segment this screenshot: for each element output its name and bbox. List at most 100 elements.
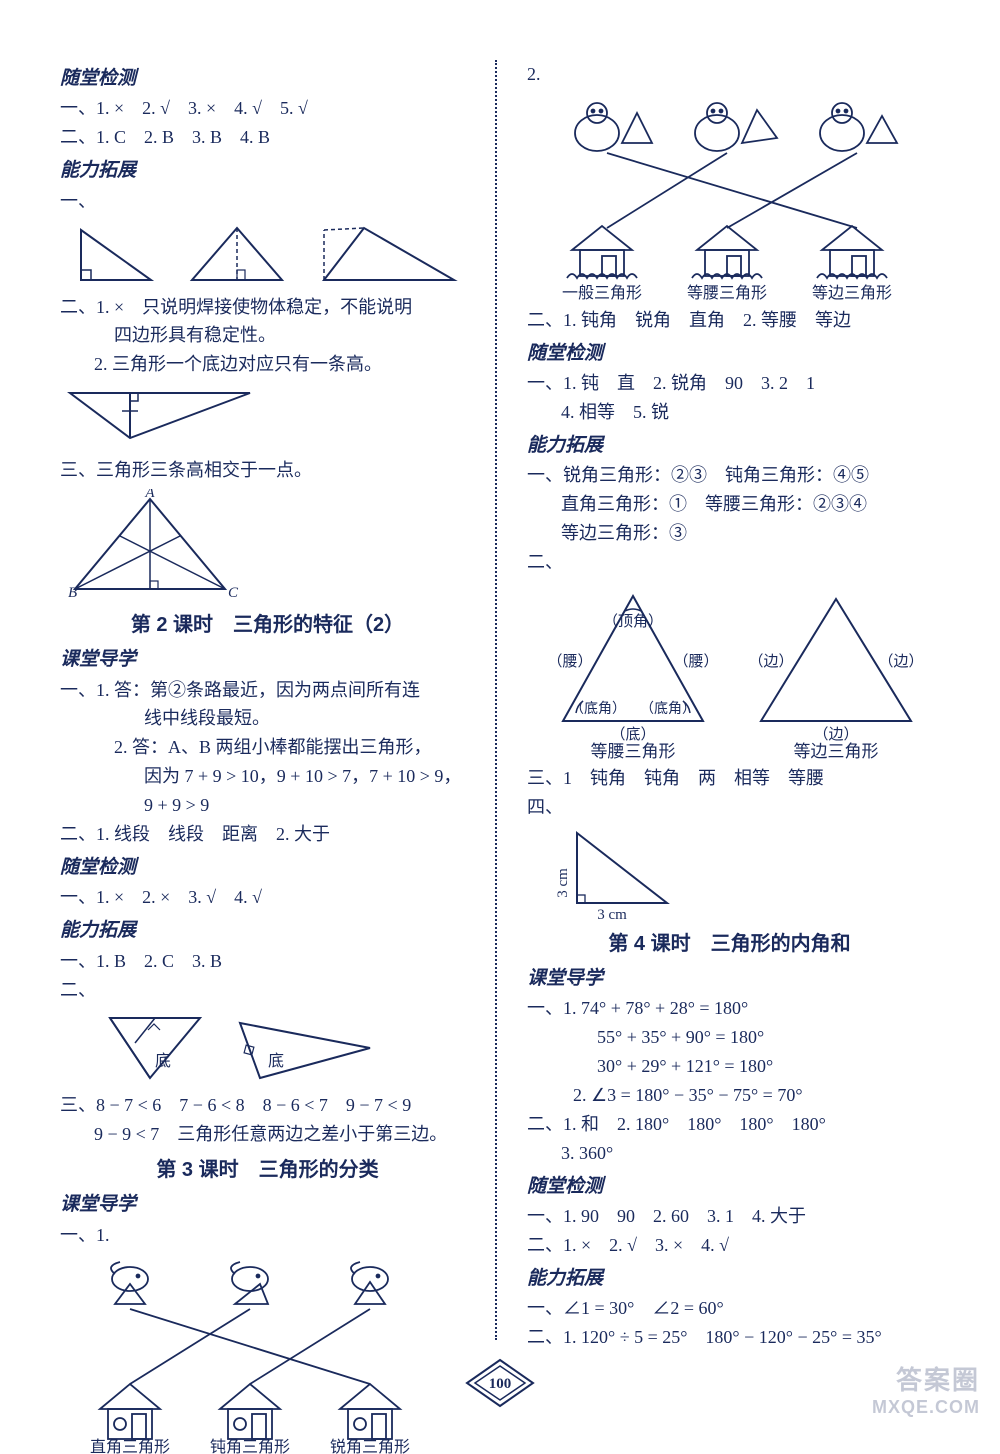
svg-text:B: B: [68, 585, 77, 601]
section-title: 课堂导学: [60, 1190, 475, 1219]
text-line: 四边形具有稳定性。: [60, 322, 475, 350]
watermark-line1: 答案圈: [872, 1360, 980, 1397]
figure-row-bases: 底 底: [60, 1008, 475, 1088]
section-title: 能力拓展: [60, 916, 475, 945]
svg-text:底: 底: [268, 1052, 284, 1070]
text-line: 一、1. 答：第②条路最近，因为两点间所有连: [60, 677, 475, 705]
svg-text:锐角三角形: 锐角三角形: [330, 1438, 410, 1454]
text-line: 一、1. × 2. × 3. √ 4. √: [60, 884, 475, 912]
column-divider: [495, 60, 497, 1340]
triangle-base-1-icon: 底: [100, 1008, 210, 1088]
svg-text:等腰三角形: 等腰三角形: [687, 284, 767, 302]
page-number-badge: 100: [465, 1358, 535, 1408]
right-triangle-3cm-icon: 3 cm 3 cm: [557, 823, 687, 923]
text-line: 30° + 29° + 121° = 180°: [527, 1053, 932, 1081]
text-line: 2.: [527, 61, 932, 89]
obtuse-triangle-icon: [314, 220, 464, 290]
text-line: 因为 7 + 9 > 10，9 + 10 > 7，7 + 10 > 9，: [60, 763, 475, 791]
left-column: 随堂检测 一、1. × 2. √ 3. × 4. √ 5. √ 二、1. C 2…: [60, 60, 490, 1398]
text-line: 一、1.: [60, 1222, 475, 1250]
text-line: 9 + 9 > 9: [60, 792, 475, 820]
text-line: 2. 三角形一个底边对应只有一条高。: [60, 351, 475, 379]
section-title: 能力拓展: [60, 156, 475, 185]
text-line: 9 − 9 < 7 三角形任意两边之差小于第三边。: [60, 1121, 475, 1149]
svg-text:A: A: [144, 489, 155, 501]
section-title: 随堂检测: [60, 64, 475, 93]
lesson-title: 第 3 课时 三角形的分类: [60, 1155, 475, 1186]
svg-text:（边）: （边）: [878, 653, 923, 670]
figure-orthocenter: A B C: [60, 489, 475, 604]
svg-text:（底角）: （底角）: [570, 701, 626, 717]
svg-text:（腰）: （腰）: [548, 653, 593, 670]
figure-matching-birds: 直角三角形 钝角三角形 锐角三角形: [60, 1254, 475, 1454]
text-line: 二、1. × 只说明焊接使物体稳定，不能说明: [60, 294, 475, 322]
svg-text:（边）: （边）: [813, 726, 858, 743]
text-line: 一、1. B 2. C 3. B: [60, 948, 475, 976]
text-line: 二、: [527, 549, 932, 577]
orthocenter-icon: A B C: [60, 489, 240, 604]
text-line: 一、∠1 = 30° ∠2 = 60°: [527, 1295, 932, 1323]
svg-text:（腰）: （腰）: [674, 653, 719, 670]
text-line: 2. 答：A、B 两组小棒都能摆出三角形，: [60, 734, 475, 762]
text-line: 二、1. 线段 线段 距离 2. 大于: [60, 821, 475, 849]
text-line: 四、: [527, 794, 932, 822]
triangle-altitude-icon: [60, 383, 260, 453]
svg-text:（顶角）: （顶角）: [603, 613, 663, 630]
svg-text:3 cm: 3 cm: [597, 907, 627, 923]
text-line: 三、8 − 7 < 6 7 − 6 < 8 8 − 6 < 7 9 − 7 < …: [60, 1092, 475, 1120]
svg-text:（边）: （边）: [748, 653, 793, 670]
text-line: 等边三角形：③: [527, 520, 932, 548]
text-line: 二、1. 和 2. 180° 180° 180° 180°: [527, 1111, 932, 1139]
section-title: 课堂导学: [527, 964, 932, 993]
equilateral-labeled-icon: （边） （边） （边） 等边三角形: [741, 581, 931, 761]
svg-text:（底）: （底）: [611, 726, 656, 743]
text-line: 二、1. 钝角 锐角 直角 2. 等腰 等边: [527, 307, 932, 335]
text-line: 一、1. 74° + 78° + 28° = 180°: [527, 995, 932, 1023]
watermark-line2: MXQE.COM: [872, 1397, 980, 1418]
figure-matching-pigs: 一般三角形 等腰三角形 等边三角形: [527, 93, 932, 303]
right-column: 2.: [502, 60, 932, 1398]
text-line: 2. ∠3 = 180° − 35° − 75° = 70°: [527, 1082, 932, 1110]
figure-row-labeled-triangles: （顶角） （腰） （腰） （底角） （底角） （底） 等腰三角形 （边） （边）…: [527, 581, 932, 761]
section-title: 随堂检测: [60, 853, 475, 882]
text-line: 直角三角形：① 等腰三角形：②③④: [527, 491, 932, 519]
text-line: 一、1. 90 90 2. 60 3. 1 4. 大于: [527, 1203, 932, 1231]
text-line: 二、1. 120° ÷ 5 = 25° 180° − 120° − 25° = …: [527, 1324, 932, 1352]
svg-text:等腰三角形: 等腰三角形: [591, 742, 676, 761]
figure-right-triangle-3cm: 3 cm 3 cm: [527, 823, 932, 923]
text-line: 二、: [60, 977, 475, 1005]
isoceles-triangle-icon: [182, 220, 292, 290]
text-line: 三、三角形三条高相交于一点。: [60, 457, 475, 485]
text-line: 一、1. × 2. √ 3. × 4. √ 5. √: [60, 95, 475, 123]
text-line: 一、锐角三角形：②③ 钝角三角形：④⑤: [527, 462, 932, 490]
diamond-badge-icon: 100: [465, 1358, 535, 1408]
svg-text:（底角）: （底角）: [640, 701, 696, 717]
section-title: 能力拓展: [527, 1264, 932, 1293]
text-line: 一、: [60, 188, 475, 216]
text-line: 二、1. C 2. B 3. B 4. B: [60, 124, 475, 152]
svg-text:底: 底: [155, 1052, 171, 1070]
lesson-title: 第 4 课时 三角形的内角和: [527, 929, 932, 960]
text-line: 55° + 35° + 90° = 180°: [527, 1024, 932, 1052]
svg-text:3 cm: 3 cm: [557, 868, 571, 898]
text-line: 4. 相等 5. 锐: [527, 399, 932, 427]
triangle-base-2-icon: 底: [230, 1008, 380, 1088]
text-line: 二、1. × 2. √ 3. × 4. √: [527, 1232, 932, 1260]
svg-text:一般三角形: 一般三角形: [562, 284, 642, 302]
text-line: 线中线段最短。: [60, 705, 475, 733]
matching-diagram-icon: 直角三角形 钝角三角形 锐角三角形: [60, 1254, 440, 1454]
svg-text:等边三角形: 等边三角形: [812, 284, 892, 302]
svg-text:直角三角形: 直角三角形: [90, 1438, 170, 1454]
section-title: 课堂导学: [60, 645, 475, 674]
section-title: 能力拓展: [527, 431, 932, 460]
right-triangle-icon: [71, 220, 161, 290]
section-title: 随堂检测: [527, 1172, 932, 1201]
svg-text:等边三角形: 等边三角形: [793, 742, 878, 761]
matching-diagram-icon: 一般三角形 等腰三角形 等边三角形: [527, 93, 927, 303]
text-line: 三、1 钝角 钝角 两 相等 等腰: [527, 765, 932, 793]
figure-altitude: [60, 383, 475, 453]
text-line: 3. 360°: [527, 1140, 932, 1168]
figure-row-triangles: [60, 220, 475, 290]
watermark: 答案圈 MXQE.COM: [872, 1360, 980, 1418]
svg-text:C: C: [228, 585, 239, 601]
